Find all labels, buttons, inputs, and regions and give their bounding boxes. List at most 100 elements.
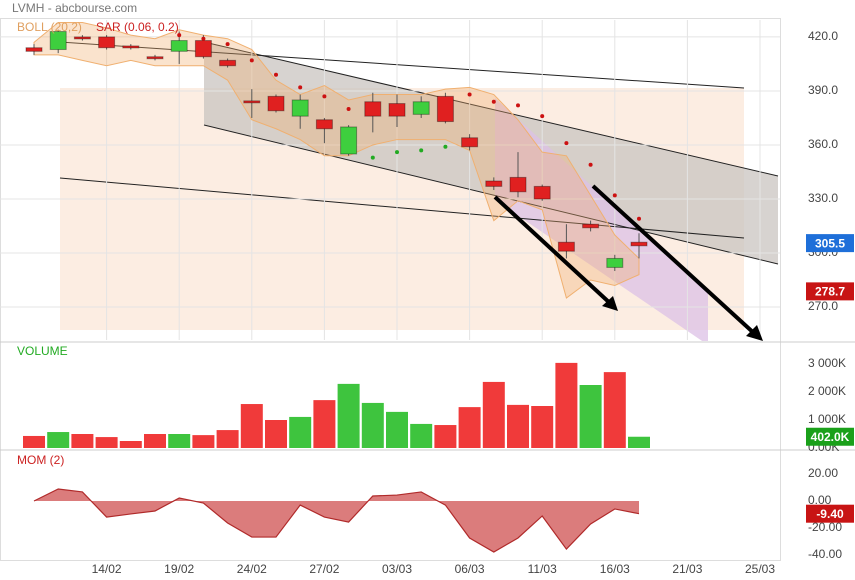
candle-body bbox=[219, 59, 237, 67]
volume-bar bbox=[289, 416, 312, 448]
volume-bar bbox=[458, 407, 481, 448]
x-tick-label: 06/03 bbox=[455, 562, 485, 576]
volume-bar bbox=[410, 423, 433, 448]
candle-body bbox=[243, 100, 261, 104]
y-tick-label: -20.00 bbox=[808, 520, 842, 534]
sar-dot bbox=[612, 193, 617, 198]
legend-entry: SAR (0.06, 0.2) bbox=[96, 20, 179, 34]
volume-bar bbox=[119, 441, 142, 448]
sar-dot bbox=[346, 106, 351, 111]
volume-bar bbox=[313, 400, 336, 448]
volume-bar bbox=[531, 406, 554, 448]
sar-dot bbox=[516, 103, 520, 108]
price-marker bbox=[806, 234, 854, 253]
candle-body bbox=[146, 56, 164, 60]
candle-body bbox=[267, 95, 285, 112]
y-tick-label: 360.0 bbox=[808, 137, 838, 151]
price-marker bbox=[806, 427, 854, 446]
sar-dot bbox=[395, 150, 399, 155]
y-tick-label: 0.00 bbox=[808, 493, 832, 507]
candle-body bbox=[412, 101, 430, 115]
volume-bar bbox=[507, 404, 529, 448]
drawing-layer bbox=[0, 20, 780, 341]
y-tick-label: 1 000K bbox=[808, 412, 846, 426]
sar-dot bbox=[201, 36, 206, 41]
sar-dot bbox=[249, 58, 254, 63]
candle-body bbox=[194, 40, 212, 58]
y-tick-label: 330.0 bbox=[808, 191, 838, 205]
momentum-line bbox=[33, 488, 640, 553]
volume-bar bbox=[240, 404, 263, 448]
y-tick-label: 3 000K bbox=[808, 356, 846, 370]
candle-body bbox=[630, 241, 648, 247]
sar-dot bbox=[467, 92, 472, 97]
sar-dot bbox=[564, 141, 569, 146]
volume-bar bbox=[71, 434, 94, 448]
x-tick-label: 25/03 bbox=[745, 562, 775, 576]
price-marker-label: 305.5 bbox=[815, 236, 845, 250]
volume-bar bbox=[555, 362, 578, 448]
candle-body bbox=[606, 257, 624, 268]
sar-dot bbox=[637, 216, 641, 221]
volume-bar bbox=[144, 434, 166, 448]
volume-bar bbox=[168, 434, 191, 448]
channel-fill bbox=[204, 42, 778, 264]
candle-body bbox=[485, 180, 503, 187]
volume-bar bbox=[216, 430, 239, 448]
sar-dot bbox=[443, 144, 448, 149]
arrow-head bbox=[602, 296, 618, 311]
y-tick-label: 2 000K bbox=[808, 384, 846, 398]
candle-body bbox=[436, 95, 454, 123]
x-tick-label: 24/02 bbox=[237, 562, 267, 576]
arrow-layer bbox=[493, 184, 763, 341]
candle-body bbox=[98, 36, 116, 49]
price-marker-label: -9.40 bbox=[816, 507, 844, 521]
sar-dot bbox=[540, 114, 545, 119]
candle-body bbox=[533, 185, 551, 200]
candle-body bbox=[315, 119, 333, 130]
volume-bar bbox=[482, 381, 505, 448]
sar-dot bbox=[298, 85, 303, 90]
price-marker bbox=[806, 282, 854, 301]
x-tick-label: 21/03 bbox=[672, 562, 702, 576]
x-tick-label: 16/03 bbox=[600, 562, 630, 576]
volume-bar bbox=[265, 420, 287, 448]
y-tick-label: 20.00 bbox=[808, 466, 838, 480]
candle-body bbox=[291, 99, 309, 117]
y-tick-label: 390.0 bbox=[808, 83, 838, 97]
candle-body bbox=[73, 36, 91, 40]
y-tick-label: 420.0 bbox=[808, 29, 838, 43]
volume-bar bbox=[23, 435, 45, 448]
candle-body bbox=[509, 176, 527, 193]
candle-body bbox=[557, 241, 575, 252]
candle-body bbox=[364, 101, 382, 117]
panel-title: MOM (2) bbox=[17, 453, 64, 467]
volume-bar bbox=[434, 425, 457, 448]
trend-line bbox=[203, 41, 779, 177]
candle-body bbox=[25, 47, 43, 52]
candle-body bbox=[122, 45, 140, 49]
candle-body bbox=[461, 137, 479, 148]
x-tick-label: 27/02 bbox=[309, 562, 339, 576]
x-tick-label: 11/03 bbox=[528, 562, 557, 576]
candle-body bbox=[49, 31, 67, 51]
legend-entry: BOLL (20,2) bbox=[17, 20, 82, 34]
momentum-area bbox=[34, 488, 639, 553]
sar-dot bbox=[322, 94, 327, 99]
volume-bar bbox=[337, 383, 360, 448]
sar-dot bbox=[177, 33, 182, 38]
candle-body bbox=[388, 103, 406, 117]
volume-bar bbox=[47, 432, 70, 448]
volume-bar bbox=[192, 435, 215, 448]
price-marker-label: 278.7 bbox=[815, 285, 845, 299]
sar-dot bbox=[491, 99, 496, 104]
trend-line bbox=[203, 124, 779, 265]
volume-bar bbox=[603, 372, 626, 448]
sar-dot bbox=[274, 72, 278, 77]
data-layer bbox=[25, 22, 648, 299]
volume-bar bbox=[579, 385, 602, 448]
arrow bbox=[591, 184, 758, 337]
y-tick-label: 270.0 bbox=[808, 299, 838, 313]
price-marker bbox=[806, 504, 854, 523]
